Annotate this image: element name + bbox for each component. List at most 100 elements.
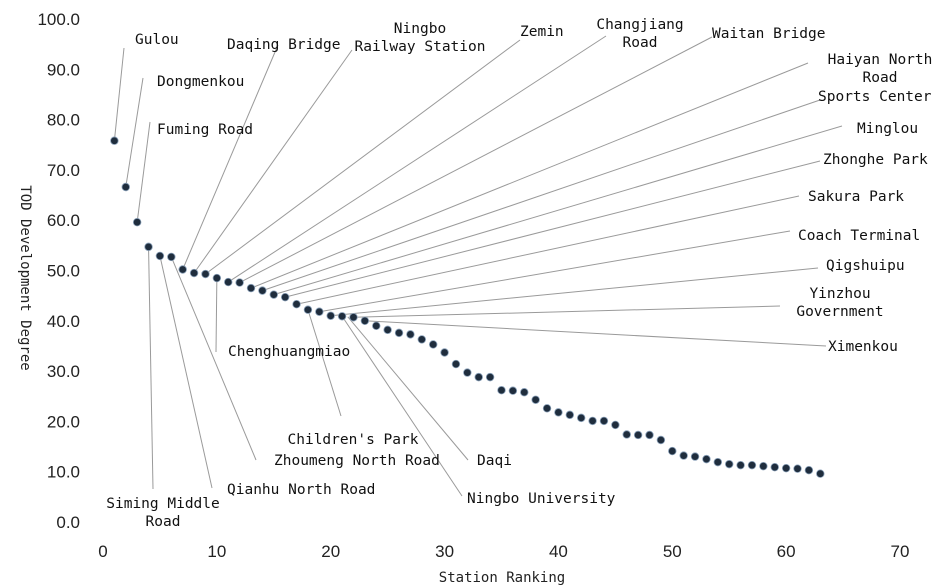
annotation-leader-line [296,195,800,305]
x-tick-label: 40 [549,542,568,561]
data-point [292,300,301,309]
data-point [155,251,165,261]
data-point [725,459,734,469]
annotation-leader-line [170,256,257,461]
station-annotation: Siming Middle Road [106,496,220,530]
data-point [121,182,130,192]
data-point [645,430,654,440]
x-tick-label: 10 [207,542,226,561]
y-axis-ticks: 0.0 10.0 20.0 30.0 40.0 50.0 60.0 70.0 80.0 90.0 1… [37,10,80,532]
data-point [189,268,199,278]
station-annotation: Haiyan North Road [828,52,933,86]
annotation-leader-line [215,278,218,353]
station-annotation: Daqing Bridge [227,37,341,53]
x-tick-label: 50 [663,542,682,561]
data-point [588,416,597,426]
y-tick-label: 0.0 [56,513,80,532]
data-point [770,462,779,472]
data-point [440,348,449,357]
data-point [224,277,233,287]
data-point [508,386,518,395]
data-point [315,307,324,316]
y-tick-label: 60.0 [47,211,80,230]
annotation-leader-line [113,47,125,141]
data-point [269,290,278,299]
station-annotation: Daqi [477,453,512,469]
data-point [235,278,244,287]
data-point [110,136,119,145]
annotation-leaders [113,35,843,497]
data-point [132,218,142,227]
y-tick-label: 50.0 [47,262,80,281]
data-point [781,463,791,473]
station-annotation: Yinzhou Government [796,286,883,320]
x-axis-ticks: 0 10 20 30 40 50 60 70 [98,542,909,561]
data-point [349,313,358,322]
data-point [485,372,495,382]
data-point [246,283,256,293]
data-point [372,321,381,331]
data-point [201,269,210,279]
station-annotation: Sports Center [818,89,932,105]
annotation-leader-line [250,62,809,289]
annotation-leader-line [364,320,827,347]
x-tick-label: 0 [98,542,107,561]
data-point [736,460,745,470]
data-point [451,359,461,369]
data-point [463,368,472,377]
data-point [577,413,586,423]
annotation-leader-line [148,246,154,490]
data-point [212,273,222,283]
annotation-labels: Gulou Dongmenkou Fuming Road Siming Middle R… [106,17,932,530]
y-tick-label: 40.0 [47,312,80,331]
annotation-leader-line [285,160,821,298]
y-tick-label: 10.0 [47,463,80,482]
data-point [258,286,267,295]
data-point [303,305,313,314]
station-annotation: Ningbo University [467,491,616,507]
data-point [144,242,153,252]
data-point [337,312,347,321]
data-points [110,136,825,478]
data-point [565,410,575,420]
station-annotation: Zhonghe Park [823,152,928,168]
y-tick-label: 20.0 [47,412,80,431]
annotation-leader-line [307,309,342,417]
station-annotation: Fuming Road [157,122,253,138]
station-annotation: Ningbo Railway Station [355,21,486,55]
annotation-leader-line [262,99,821,292]
data-point [759,461,768,471]
station-annotation: Gulou [135,32,179,48]
data-point [668,446,677,456]
data-point [497,386,506,395]
annotation-leader-line [319,230,791,313]
data-point [360,316,370,325]
data-point [520,388,529,397]
x-tick-label: 60 [777,542,796,561]
station-annotation: Chenghuangmiao [228,344,350,360]
data-point [702,454,711,464]
station-annotation: Dongmenkou [157,74,244,90]
data-point [622,430,631,439]
data-point [474,372,483,382]
annotation-leader-line [341,315,463,497]
annotation-leader-line [347,316,469,461]
x-tick-label: 70 [891,542,910,561]
data-point [417,335,426,344]
station-annotation: Waitan Bridge [712,26,826,42]
station-annotation: Children's Park [288,432,419,448]
station-annotation: Zhoumeng North Road [274,453,440,469]
data-point [804,465,814,475]
data-point [554,408,563,417]
data-point [690,452,700,461]
data-point [394,328,404,338]
station-annotation: Qigshuipu [826,258,905,274]
station-annotation: Sakura Park [808,189,904,205]
annotation-leader-line [182,44,279,270]
y-tick-label: 30.0 [47,362,80,381]
annotation-leader-line [353,305,781,318]
annotation-leader-line [159,255,213,489]
data-point [633,430,643,440]
annotation-leader-line [125,77,144,188]
data-point [747,460,757,470]
